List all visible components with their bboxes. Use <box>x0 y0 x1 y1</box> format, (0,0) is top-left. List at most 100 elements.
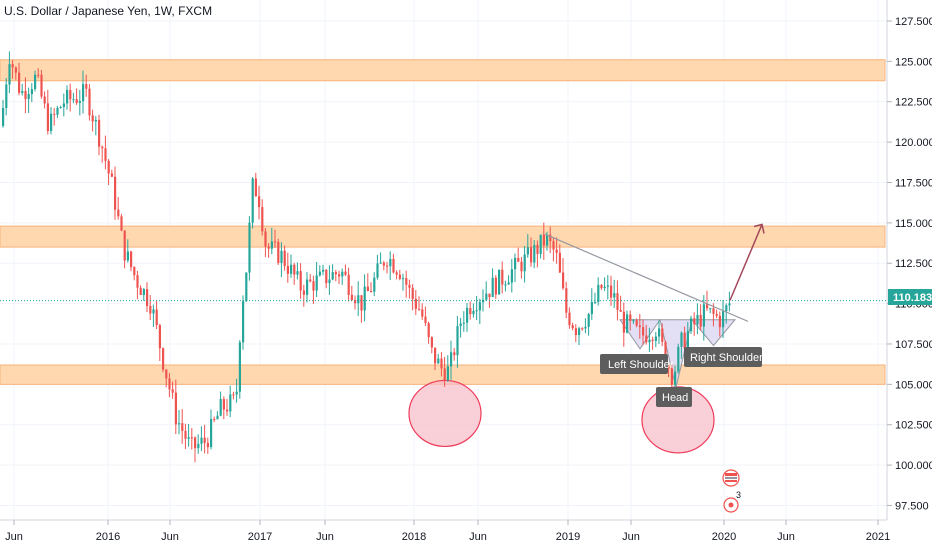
candle-body <box>389 258 392 267</box>
candle-body <box>178 423 181 425</box>
candle-body <box>165 369 168 379</box>
pattern-callouts[interactable]: Left Shoulder Right Shoulder Head <box>600 347 763 407</box>
candle-body <box>645 335 648 343</box>
chart-title: U.S. Dollar / Japanese Yen, 1W, FXCM <box>4 4 213 18</box>
candle-body <box>530 247 533 263</box>
price-tick-label: 127.500 <box>895 16 932 28</box>
candle-body <box>21 91 24 93</box>
candle-body <box>344 271 347 275</box>
candle-body <box>5 84 8 109</box>
price-tick-label: 117.500 <box>895 177 932 189</box>
candle-body <box>136 275 139 288</box>
economic-event-icon[interactable] <box>722 469 740 487</box>
candle-body <box>392 258 395 273</box>
candle-body <box>235 391 238 395</box>
candle-body <box>693 318 696 325</box>
candle-body <box>85 84 88 89</box>
support-resistance-zones[interactable] <box>0 59 886 385</box>
candle-body <box>562 272 565 289</box>
candle-body <box>398 274 401 279</box>
candle-body <box>408 284 411 288</box>
head-label: Head <box>662 392 688 404</box>
last-price-value: 110.183 <box>893 292 932 304</box>
candle-body <box>565 288 568 313</box>
dividend-event-icon[interactable]: 3 <box>723 490 741 513</box>
candle-body <box>648 339 651 343</box>
price-tick-label: 125.000 <box>895 56 932 68</box>
candle-body <box>238 342 241 392</box>
candle-body <box>264 231 267 247</box>
candle-body <box>395 272 398 275</box>
candle-body <box>270 241 273 249</box>
candle-body <box>517 257 520 262</box>
candle-body <box>402 278 405 280</box>
candle-body <box>651 339 654 341</box>
candle-body <box>629 314 632 321</box>
candle-body <box>104 148 107 161</box>
candle-body <box>251 178 254 223</box>
left-shoulder-callout[interactable]: Left Shoulder <box>600 354 674 374</box>
right-shoulder-callout[interactable]: Right Shoulder <box>684 347 763 367</box>
candle-body <box>72 99 75 101</box>
candle-body <box>27 94 30 100</box>
time-tick-label: 2018 <box>402 531 426 543</box>
candle-body <box>190 437 193 439</box>
candle-body <box>370 291 373 293</box>
candle-body <box>14 67 17 73</box>
price-axis[interactable]: 97.500100.000102.500105.000107.500110.00… <box>886 0 932 520</box>
candle-body <box>187 437 190 439</box>
time-tick-label: Jun <box>5 531 23 543</box>
time-tick-label: 2021 <box>866 531 890 543</box>
candle-body <box>382 262 385 266</box>
time-tick-label: Jun <box>161 531 179 543</box>
time-tick-label: 2020 <box>712 531 736 543</box>
candle-body <box>603 286 606 289</box>
candle-body <box>677 346 680 372</box>
time-tick-label: Jun <box>777 531 795 543</box>
candle-body <box>462 322 465 324</box>
candle-body <box>158 325 161 349</box>
candle-body <box>661 328 664 342</box>
candle-body <box>526 247 529 255</box>
price-tick-label: 102.500 <box>895 420 932 432</box>
candle-body <box>286 266 289 274</box>
candle-body <box>642 327 645 336</box>
candle-body <box>491 277 494 298</box>
candle-body <box>379 262 382 264</box>
candle-body <box>626 314 629 333</box>
candle-body <box>203 437 206 443</box>
head-callout[interactable]: Head <box>656 387 692 407</box>
candle-body <box>107 160 110 174</box>
candle-body <box>456 326 459 356</box>
price-tick-label: 120.000 <box>895 137 932 149</box>
event-markers[interactable]: 3 <box>722 469 741 513</box>
candle-body <box>443 368 446 381</box>
low-circle <box>408 379 482 448</box>
candle-body <box>600 284 603 289</box>
candle-body <box>520 261 523 272</box>
candle-body <box>302 290 305 295</box>
candle-body <box>459 323 462 327</box>
candle-body <box>53 113 56 115</box>
candle-body <box>142 289 145 296</box>
candle-body <box>216 415 219 420</box>
candle-body <box>686 331 689 348</box>
candle-body <box>466 308 469 323</box>
candle-body <box>552 241 555 250</box>
candle-body <box>616 293 619 310</box>
candle-body <box>318 271 321 276</box>
time-tick-label: 2017 <box>248 531 272 543</box>
candle-body <box>139 287 142 296</box>
candle-body <box>347 274 350 295</box>
candle-body <box>11 64 14 68</box>
candle-body <box>360 295 363 311</box>
candle-body <box>709 308 712 310</box>
candle-body <box>453 352 456 356</box>
candle-body <box>683 332 686 348</box>
time-axis[interactable]: Jun 2016 Jun 2017 Jun 2018 Jun 2019 Jun 2020 Jun 20… <box>0 519 932 550</box>
candle-body <box>37 74 40 76</box>
candle-body <box>280 250 283 264</box>
candle-body <box>430 337 433 348</box>
trend-lines[interactable] <box>0 223 887 322</box>
